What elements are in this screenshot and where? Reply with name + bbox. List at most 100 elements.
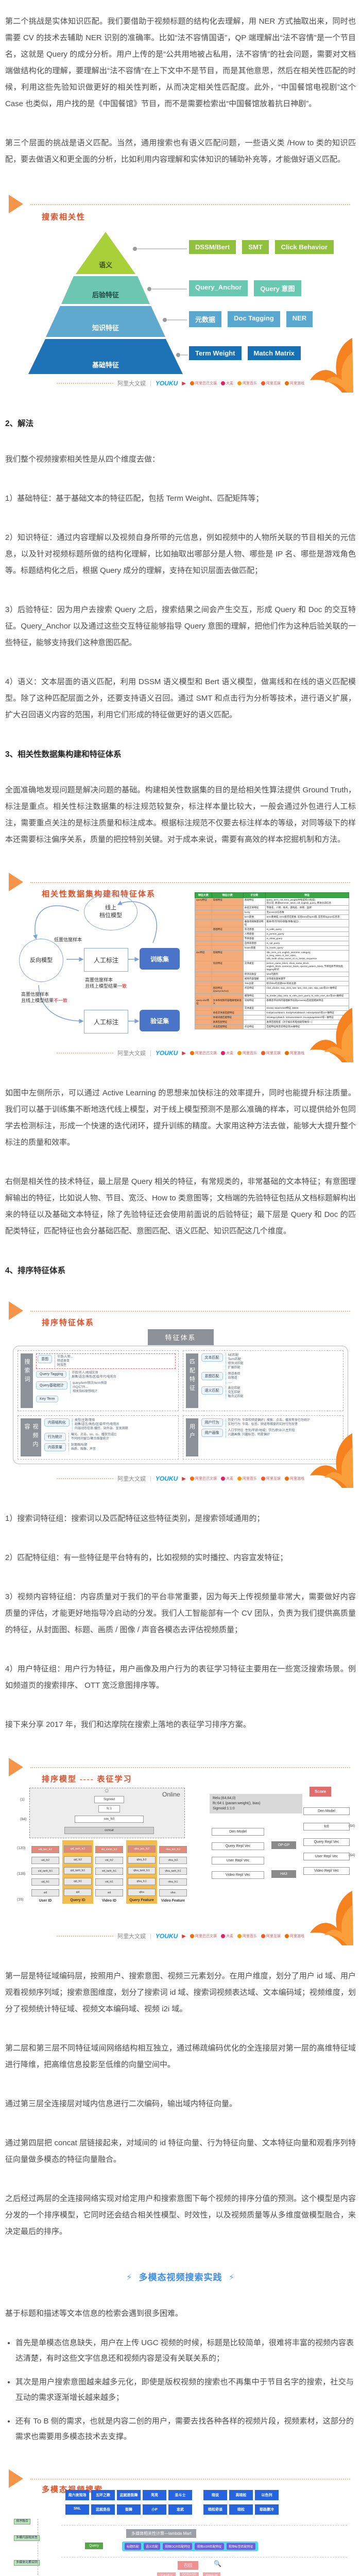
- magnifier-icon: 🔍: [214, 2560, 221, 2567]
- lightning-icon: ⚡: [228, 2273, 235, 2282]
- feature-group-match: 匹配特征 文本匹配 NE匹配 Term匹配 修饰词匹配 扩展匹配 意图匹配 频道类目…: [182, 1350, 343, 1411]
- table-row: Title主题 标识doc的主题/doc的总主题: [195, 981, 350, 986]
- query-chip: 街舞: [117, 2504, 141, 2515]
- dotted-divider: [30, 204, 350, 205]
- query-chip: 以色列: [255, 2490, 279, 2500]
- paragraph: 第二层和第三层不同特征域间网络结构相互独立，通过稀疏编码优化的全连接层对第一层的…: [5, 2044, 356, 2069]
- slide-title: 搜索相关性: [42, 213, 86, 222]
- nn-column-label: Video Feature: [161, 1899, 185, 1903]
- dotted-divider: [30, 1767, 350, 1768]
- table-row: query特征 常规特征 基础特征 query_term_cnt, term_weig…: [195, 897, 350, 906]
- feature-group-user: 用户 用户行为 历史行为: 节目和频道偏好；搜索、点击、播放等多行为统计 实时行为…: [182, 1415, 343, 1460]
- recall-chip: 文本/语义: [157, 2572, 176, 2576]
- match-chip: 视频ASR匹配特征: [195, 2543, 224, 2550]
- nn-box: qid_tanh_fc2: [64, 1845, 92, 1853]
- nn-box: fc:1: [98, 1805, 120, 1812]
- nn-box: vid_fc1: [95, 1878, 123, 1886]
- query-chip: 耶路撒冷: [255, 2504, 279, 2515]
- slide-dataset-features: 相关性数据集构建和特征体系 线上 档位模型 反向模型 人工标注 训练集 人工标注…: [8, 871, 353, 1062]
- feature-tag: Match Matrix: [247, 346, 301, 360]
- feature-table: 特征大类 特征小类 子分类 特征 query特征 常规特征 基础特征 query_term…: [195, 892, 350, 1029]
- paragraph: 我们整个视频搜索相关性是从四个维度去做：: [5, 455, 160, 464]
- paragraph: 1）基础特征：基于基础文本的特征匹配，包括 Term Weight、匹配矩阵等；: [5, 494, 264, 503]
- paragraph: 接下来分享 2017 年，我们和达摩院在搜索上落地的表征学习排序方案。: [5, 1720, 251, 1729]
- arrow-icon: [9, 1758, 23, 1776]
- pyramid-level-semantic: 语义: [75, 232, 136, 274]
- table-row: doc特征 常规特征 title_term_cnt, english_stemmer…: [195, 950, 350, 961]
- valid-set-node: 验证集: [140, 1010, 180, 1031]
- nn-box: fc0: [303, 1823, 350, 1831]
- nn-column-label: Video ID: [102, 1899, 116, 1903]
- slide-search-relevance: 搜索相关性 语义 后验特征 知识特征 基础特征 DSSM/Bert SMT Clic…: [8, 191, 353, 393]
- table-row: 先验特征 实体类型 person_name_block, show_name_blo…: [195, 961, 350, 972]
- slide-title: 排序模型 ---- 表征学习: [42, 1775, 132, 1784]
- nn-box: qfea_fc1: [128, 1878, 156, 1885]
- nn-box: qfea_fc2: [128, 1856, 156, 1863]
- table-row: 意图特征 宽泛意图 is_wide_query: [195, 927, 350, 932]
- query-chip: 周六夜现场: [65, 2490, 89, 2500]
- paragraph: 全面准确地发现问题是解决问题的基础。构建相关性数据集的目的是给相关性算法提供 G…: [5, 786, 356, 844]
- nn-box: Den Model: [212, 1828, 264, 1836]
- table-row: 修饰词类型 time的类别: [195, 972, 350, 977]
- logo-aligame: 阿里游戏: [284, 381, 304, 386]
- slide-footer: 阿里大文娱 | YOUKU ▶ 阿里巴巴文娱 大麦 阿里音乐 阿里互娱 阿里游戏: [8, 379, 353, 387]
- connector-line: [147, 287, 187, 291]
- section-header-multimodal: ⚡ 多模态视频搜索实践 ⚡: [126, 2273, 235, 2282]
- table-row: 节目意图 is_show_query: [195, 936, 350, 941]
- slide-ranking-features: 排序特征体系 特征体系 搜索词 意图 节目/人物... 频道类目 时效性 Quer…: [8, 1298, 353, 1488]
- section-heading: 2、解法: [5, 419, 34, 428]
- nn-box: Video Repl Vec: [303, 1867, 350, 1875]
- connector-line: [133, 247, 187, 251]
- match-chip: 语义匹配: [144, 2543, 161, 2550]
- nn-box: uid: [31, 1889, 59, 1896]
- nn-box: vfea: [159, 1889, 187, 1896]
- nn-column: uid_terr_fc2 uid_fc2 uid_tanh_fc1 uid_fc1 ui…: [31, 1842, 59, 1903]
- feature-tag: NER: [286, 311, 313, 327]
- query-chip: 高晓松: [229, 2490, 253, 2500]
- brand-label: 阿里大文娱: [117, 381, 146, 387]
- pyramid-level-knowledge: 知识特征: [46, 306, 165, 337]
- nn-box: sou_fc0: [75, 1816, 144, 1823]
- mindmap-body: 搜索词 意图 节目/人物... 频道类目 时效性 Query Tagging 节目/…: [13, 1346, 348, 1464]
- paragraph: 2）知识特征：通过内容理解以及视频自身所带的元信息，例如视频中的人物所关联的节目…: [5, 533, 356, 575]
- group-label: 搜索词: [21, 1353, 33, 1408]
- query-chip: 这就是街舞: [117, 2490, 141, 2500]
- paragraph: 3）视频内容特征组：内容质量对于我们的平台非常重要，因为每天上传视频量非常大，需…: [5, 1592, 356, 1634]
- lightning-icon: ⚡: [126, 2273, 133, 2282]
- flow-label: 低置信度样本: [54, 937, 82, 942]
- query-node: Query: [85, 2543, 104, 2549]
- dim-label: (64): [20, 1818, 27, 1821]
- paragraph: 1）搜索词特征组：搜索词以及匹配特征这些特征类别，是搜索领域通用的；: [5, 1514, 265, 1523]
- query-chip: 五环之歌: [91, 2490, 115, 2500]
- nn-box: vid_comb_fc2: [95, 1846, 123, 1853]
- nn-box: uid_fc1: [31, 1878, 59, 1886]
- nn-box: qfea_tanh_fc1: [128, 1867, 156, 1874]
- table-row: term变换 term重要度, term能否可变换, 前后term的npmi值, …: [195, 914, 350, 920]
- pyramid-level-posterior: 后验特征: [61, 276, 150, 304]
- nn-box: qid: [64, 1889, 92, 1896]
- manual-label-node: 人工标注: [84, 1010, 128, 1033]
- paragraph: 第一层是特征域编码层，按照用户、搜索意图、视频三元素划分。在用户维度，划分了用户…: [5, 1972, 356, 2013]
- nn-box: Query Repl Vec: [303, 1838, 350, 1846]
- nn-box: qfea_join_fc2: [128, 1845, 156, 1853]
- recall-chip: 视频标签: [203, 2572, 221, 2576]
- connector-line: [163, 318, 187, 322]
- match-chip: 视频标签匹配特征: [226, 2543, 255, 2550]
- nn-box: qid_tanh_fc1: [64, 1867, 92, 1874]
- nn-box: User Repl Vec: [212, 1857, 264, 1865]
- stage-label: 排序融合: [14, 2519, 31, 2524]
- paragraph: 基于标题和描述等文本信息的检索会遇到很多困难。: [5, 2309, 183, 2318]
- arrow-icon: [9, 873, 23, 891]
- nn-column: vid_comb_fc2 vid_fc2 vid_tanh_fc1 vid_fc1 vi…: [95, 1842, 123, 1903]
- arrow-icon: [9, 1301, 23, 1320]
- bullet-item: 首先是单模态信息缺失，用户在上传 UGC 视频的时候，标题是比较简单，很难将丰富…: [15, 2335, 354, 2366]
- table-row: 垂类领域数量词特征 版本/年代/时间/单集/季数/语言/...: [195, 919, 350, 927]
- nn-box: Den Model: [303, 1807, 350, 1815]
- score-box: Score: [310, 1787, 332, 1797]
- online-label: Online: [162, 1791, 180, 1798]
- nn-column-label: Query ID: [70, 1899, 85, 1902]
- paragraph: 通过第三层全连接层对域内信息进行二次编码，输出域内特征向量。: [5, 2099, 237, 2108]
- dim-label: (1): [20, 1798, 25, 1802]
- nn-box: Sigmoid: [94, 1796, 124, 1803]
